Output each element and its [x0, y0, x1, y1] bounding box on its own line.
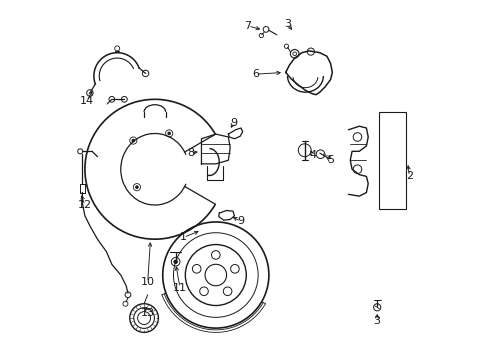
- Bar: [379, 112, 406, 209]
- Text: 8: 8: [187, 148, 194, 158]
- Text: 1: 1: [180, 232, 186, 242]
- Text: 14: 14: [80, 96, 94, 106]
- Text: 5: 5: [326, 155, 333, 165]
- Text: 3: 3: [284, 19, 290, 29]
- Circle shape: [167, 132, 170, 135]
- Text: 9: 9: [237, 216, 244, 226]
- Text: 3: 3: [373, 316, 380, 325]
- Text: 10: 10: [141, 277, 154, 287]
- Text: 7: 7: [244, 21, 251, 31]
- Text: 6: 6: [251, 69, 258, 79]
- Text: 4: 4: [308, 150, 316, 160]
- Text: 13: 13: [141, 308, 154, 318]
- Text: 2: 2: [405, 171, 412, 181]
- Text: 12: 12: [78, 200, 92, 210]
- Text: 9: 9: [230, 118, 237, 128]
- Text: 11: 11: [173, 283, 186, 293]
- Circle shape: [132, 139, 135, 142]
- Circle shape: [292, 52, 296, 55]
- Circle shape: [174, 260, 177, 264]
- Circle shape: [135, 186, 138, 189]
